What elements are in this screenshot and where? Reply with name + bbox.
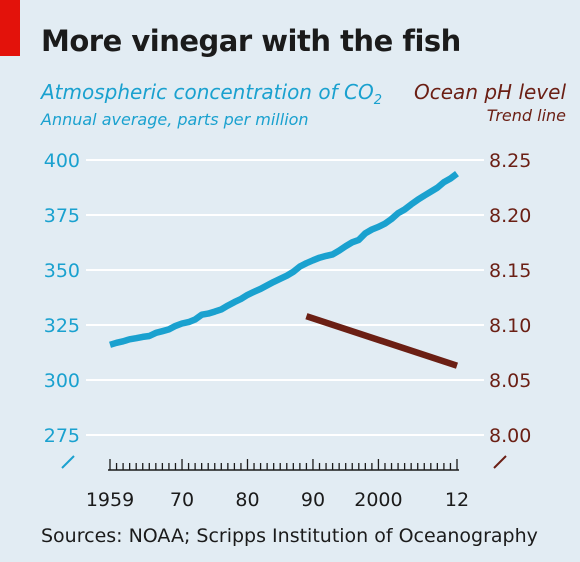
- right-axis-heading: Ocean pH level Trend line: [414, 80, 566, 125]
- x-tick-label: 80: [235, 489, 259, 511]
- co2-label-text: Atmospheric concentration of CO: [41, 80, 374, 104]
- y-right-tick-label: 8.10: [489, 315, 531, 337]
- x-tick-label: 1959: [86, 489, 134, 511]
- chart-title: More vinegar with the fish: [41, 24, 461, 58]
- y-right-tick-label: 8.20: [489, 205, 531, 227]
- brand-tag: [0, 0, 20, 56]
- y-right-tick-label: 8.15: [489, 260, 531, 282]
- y-right-tick-label: 8.25: [489, 150, 531, 172]
- co2-series-label: Atmospheric concentration of CO2: [41, 80, 382, 108]
- ph-units-label: Trend line: [486, 106, 566, 125]
- y-right-tick-label: 8.05: [489, 370, 531, 392]
- x-tick-label: 90: [301, 489, 325, 511]
- co2-subscript: 2: [373, 93, 382, 108]
- y-left-tick-label: 300: [44, 370, 80, 392]
- y-left-tick-label: 325: [44, 315, 80, 337]
- x-tick-label: 2000: [354, 489, 402, 511]
- y-left-tick-label: 275: [44, 425, 80, 447]
- co2-series-line: [109, 171, 459, 348]
- right-axis-break-icon: [493, 455, 507, 469]
- y-right-tick-label: 8.00: [489, 425, 531, 447]
- ph-trend-line: [305, 313, 459, 369]
- co2-units-label: Annual average, parts per million: [41, 110, 309, 129]
- x-tick-label: 12: [445, 489, 469, 511]
- ph-series-label: Ocean pH level: [414, 80, 566, 104]
- y-left-tick-label: 350: [44, 260, 80, 282]
- left-axis-heading: Atmospheric concentration of CO2 Annual …: [41, 80, 382, 129]
- left-axis-break-icon: [61, 455, 75, 469]
- y-left-tick-label: 375: [44, 205, 80, 227]
- y-left-tick-label: 400: [44, 150, 80, 172]
- source-note: Sources: NOAA; Scripps Institution of Oc…: [41, 525, 538, 547]
- x-tick-label: 70: [170, 489, 194, 511]
